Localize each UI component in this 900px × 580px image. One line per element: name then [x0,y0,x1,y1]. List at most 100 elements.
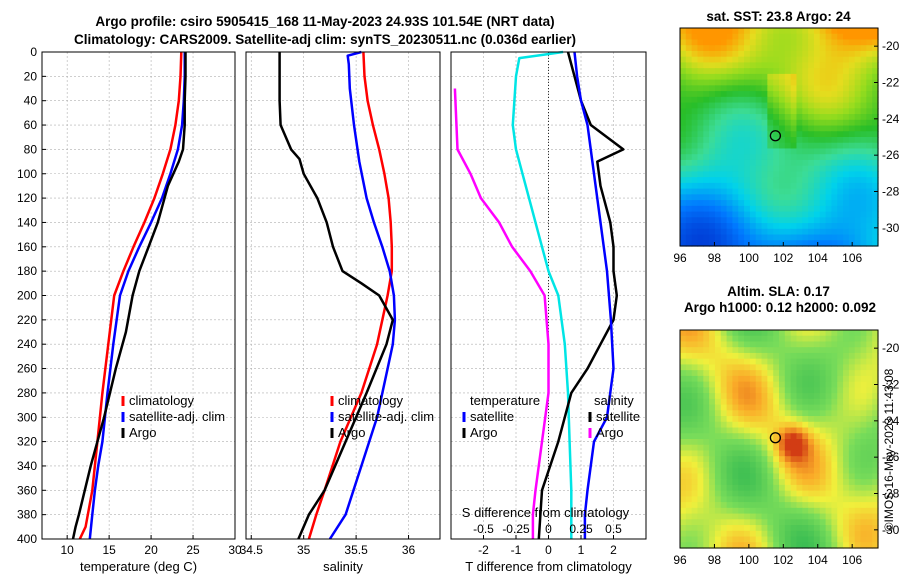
sla-map-cell [860,467,867,475]
sst-map-cell [709,159,716,167]
sst-map-cell [843,56,850,64]
sla-map-cell [866,330,873,337]
sla-map-cell [837,530,844,538]
sst-map-cell [831,188,838,195]
sla-map-cell [744,387,751,394]
sst-map-cell [685,33,693,41]
sla-map-cell [738,387,745,394]
sla-map-cell [726,352,734,360]
sla-map-cell [697,479,704,486]
sla-map-cell [819,375,827,383]
sst-map-cell [680,28,687,35]
sla-map-cell [796,525,803,532]
sla-map-cell [726,542,734,549]
sst-map-cell [703,188,710,195]
sst-map-cell [837,45,844,52]
sst-map-cell [825,228,833,236]
sst-map-cell [779,137,786,144]
sla-map-cell [854,444,862,452]
sla-map-cell [685,479,693,486]
sst-map-cell [854,211,862,218]
sla-map-cell [866,456,873,463]
sla-map-cell [709,496,716,503]
sla-map-cell [773,530,780,538]
x-axis-label: temperature (deg C) [80,559,197,574]
sst-map-cell [872,119,879,127]
legend-diff-t-sat: satellite [470,409,514,424]
sst-map-cell [808,182,815,190]
sst-map-cell [726,234,734,241]
sla-map-cell [749,421,757,429]
sst-map-cell [720,56,728,64]
sla-map-cell [779,450,786,457]
sst-map-cell [755,148,763,155]
sla-map-cell [738,404,745,411]
sst-map-cell [685,119,693,127]
sla-map-cell [848,364,856,371]
sst-map-cell [802,137,809,144]
sst-map-cell [837,188,844,195]
sst-map-cell [837,79,844,86]
sla-map-cell [866,439,873,446]
sla-map-cell [848,507,856,515]
sst-map-cell [773,102,780,109]
sst-map-cell [813,68,821,75]
sst-map-cell [790,205,798,213]
sst-map-cell [837,73,844,81]
sst-map-cell [854,73,862,81]
sla-map-cell [848,473,856,480]
sla-map-cell [714,536,722,543]
sst-map-cell [732,73,739,81]
sst-map-cell [726,102,734,109]
sst-map-cell [709,148,716,155]
sla-map-cell [767,467,774,475]
sla-map-cell [744,427,751,434]
sla-map-cell [726,513,734,520]
sla-map-cell [854,461,862,469]
sst-map-cell [726,108,734,115]
sla-map-cell [767,416,774,423]
sla-map-cell [819,410,827,417]
sla-map-cell [703,375,710,383]
sla-map-cell [808,461,815,469]
sst-map-cell [796,102,803,109]
sst-map-cell [790,73,798,81]
sst-map-cell [813,194,821,201]
sla-map-cell [866,519,873,526]
sla-map-cell [767,507,774,515]
sst-map-cell [784,148,792,155]
sst-map-cell [790,240,798,247]
sst-map-cell [802,119,809,127]
sst-map-cell [720,73,728,81]
sla-map-cell [813,461,821,469]
sla-map-cell [796,542,803,549]
sla-map-cell [738,370,745,377]
sla-map-cell [854,427,862,434]
sst-map-cell [779,28,786,35]
sla-map-cell [819,513,827,520]
sst-map-cell [790,200,798,207]
sst-map-cell [697,234,704,241]
sst-map-cell [860,96,867,104]
sla-map-cell [779,519,786,526]
sst-map-cell [767,182,774,190]
sla-map-cell [872,433,879,440]
sst-map-cell [761,39,768,46]
sla-map-cell [773,421,780,429]
sla-map-cell [831,381,838,388]
sst-map-cell [802,171,809,178]
sst-map-cell [779,45,786,52]
sla-map-cell [685,393,693,400]
sla-map-cell [738,456,745,463]
sla-map-cell [837,484,844,492]
sla-map-cell [691,479,699,486]
sla-map-cell [744,461,751,469]
panel-frame [245,51,441,540]
sla-map-cell [779,347,786,354]
sla-map-y-tick-label: -24 [882,414,900,428]
sla-map-cell [831,375,838,383]
sst-map-cell [837,102,844,109]
sla-map-cell [685,433,693,440]
sla-map-cell [744,404,751,411]
sla-map-cell [691,536,699,543]
